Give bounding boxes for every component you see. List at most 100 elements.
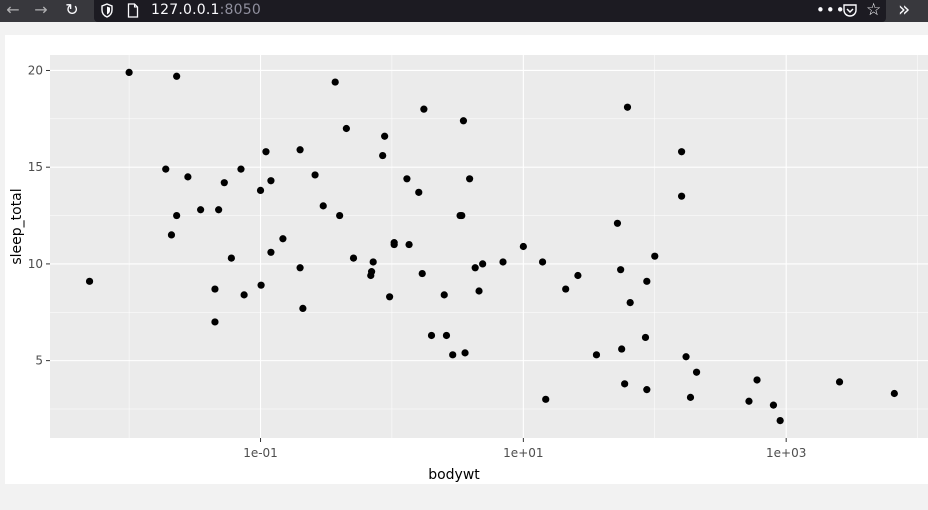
- data-point: [319, 202, 327, 210]
- data-point: [267, 177, 275, 185]
- bookmark-star-icon[interactable]: ☆: [866, 0, 882, 20]
- data-point: [440, 291, 448, 299]
- overflow-menu-icon[interactable]: »: [898, 0, 911, 21]
- data-point: [641, 333, 650, 342]
- data-point: [197, 206, 205, 214]
- data-point: [682, 353, 690, 361]
- data-point: [369, 258, 377, 266]
- x-axis: 1e-01 1e+01 1e+03: [243, 438, 806, 460]
- data-point: [466, 175, 474, 183]
- data-point: [162, 165, 170, 173]
- data-points: [85, 68, 898, 425]
- url-host: 127.0.0.1: [151, 2, 220, 18]
- data-point: [267, 248, 275, 256]
- data-point: [420, 105, 428, 113]
- data-point: [418, 269, 426, 278]
- data-point: [471, 264, 479, 272]
- data-point: [367, 268, 376, 276]
- page-icon: [127, 3, 139, 18]
- data-point: [538, 258, 547, 266]
- data-point: [592, 351, 601, 359]
- y-tick-label: 10: [28, 257, 43, 271]
- data-point: [296, 146, 304, 154]
- data-point: [769, 401, 778, 409]
- data-point: [215, 206, 223, 214]
- data-point: [461, 349, 469, 357]
- data-point: [240, 291, 248, 299]
- data-point: [279, 235, 287, 243]
- pocket-icon[interactable]: [842, 3, 858, 18]
- data-point: [643, 277, 651, 285]
- data-point: [753, 376, 761, 384]
- data-point: [692, 368, 701, 376]
- data-point: [125, 68, 133, 77]
- plot-panel: [50, 55, 928, 438]
- data-point: [296, 264, 304, 272]
- page-viewport: 5 10 15 20 1e-01 1e+01 1e+03 bodywt sleep_tot…: [5, 35, 928, 484]
- data-point: [618, 345, 626, 353]
- data-point: [890, 389, 898, 398]
- shield-icon[interactable]: [101, 3, 113, 18]
- y-tick-label: 5: [35, 354, 43, 368]
- data-point: [613, 219, 622, 227]
- data-point: [623, 103, 632, 111]
- data-point: [220, 179, 228, 187]
- data-point: [745, 397, 753, 405]
- data-point: [458, 211, 466, 220]
- data-point: [651, 252, 659, 260]
- x-tick-label: 1e+03: [766, 446, 806, 460]
- data-point: [574, 271, 582, 280]
- data-point: [336, 211, 344, 220]
- data-point: [686, 393, 695, 401]
- data-point: [449, 351, 457, 359]
- x-tick-label: 1e-01: [243, 446, 278, 460]
- data-point: [227, 254, 235, 262]
- data-point: [342, 124, 350, 133]
- data-point: [617, 266, 625, 274]
- data-point: [499, 258, 507, 266]
- scatter-plot: 5 10 15 20 1e-01 1e+01 1e+03 bodywt sleep_tot…: [9, 55, 928, 483]
- data-point: [381, 132, 389, 140]
- y-tick-label: 20: [28, 63, 43, 77]
- data-point: [173, 72, 181, 80]
- data-point: [519, 242, 527, 251]
- forward-arrow-icon[interactable]: →: [34, 0, 48, 19]
- x-axis-label: bodywt: [428, 467, 480, 483]
- data-point: [262, 148, 270, 156]
- data-point: [256, 186, 265, 195]
- page-actions-icon[interactable]: •••: [816, 1, 846, 19]
- url-text[interactable]: 127.0.0.1:8050: [151, 2, 261, 18]
- data-point: [475, 287, 483, 295]
- data-point: [626, 298, 634, 307]
- data-point: [442, 331, 451, 340]
- data-point: [85, 277, 94, 285]
- data-point: [257, 281, 265, 289]
- back-arrow-icon[interactable]: ←: [6, 0, 20, 19]
- data-point: [643, 386, 651, 394]
- data-point: [386, 293, 394, 301]
- y-tick-label: 15: [28, 160, 43, 174]
- address-bar[interactable]: 127.0.0.1:8050 ••• ☆: [94, 0, 886, 22]
- data-point: [299, 304, 307, 312]
- x-tick-label: 1e+01: [503, 446, 543, 460]
- reload-icon[interactable]: ↻: [65, 0, 79, 19]
- data-point: [390, 239, 398, 247]
- data-point: [415, 188, 423, 196]
- data-point: [173, 211, 181, 220]
- data-point: [459, 117, 468, 125]
- data-point: [211, 285, 219, 293]
- data-point: [167, 231, 176, 239]
- data-point: [331, 78, 339, 86]
- data-point: [237, 165, 245, 173]
- data-point: [677, 148, 686, 156]
- grid-lines: [50, 55, 928, 438]
- data-point: [311, 171, 319, 179]
- data-point: [403, 175, 411, 183]
- data-point: [776, 416, 784, 425]
- y-axis-label: sleep_total: [9, 188, 25, 264]
- data-point: [184, 173, 192, 181]
- data-point: [427, 331, 436, 340]
- data-point: [542, 395, 550, 403]
- browser-toolbar: ← → ↻ 127.0.0.1:8050 ••• ☆ »: [0, 0, 928, 22]
- data-point: [677, 192, 686, 200]
